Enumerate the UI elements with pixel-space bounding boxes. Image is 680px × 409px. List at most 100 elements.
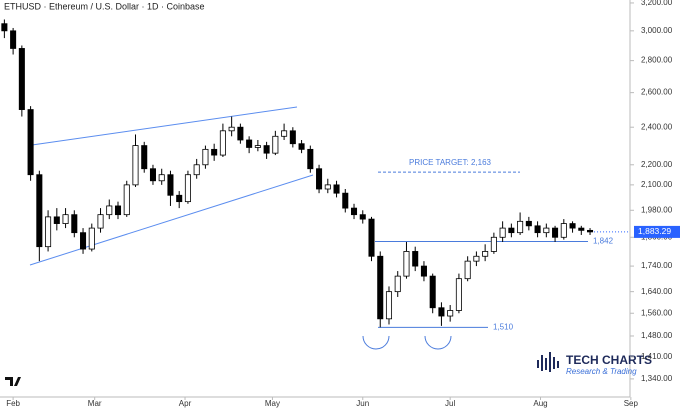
candle-body [403,251,410,277]
candle-body [167,174,174,196]
candle-body [176,194,183,203]
candle-body [184,174,191,203]
candle-body [298,143,305,150]
chart-title: ETHUSD · Ethereum / U.S. Dollar · 1D · C… [4,1,205,11]
candle-body [350,207,358,216]
candle-body [80,232,87,250]
logo-icon [537,352,559,372]
candle-body [106,205,113,216]
candle-body [1,23,8,32]
y-tick-label: 1,410.00 [641,352,673,361]
x-tick-label: May [265,399,280,408]
candle-body [272,135,279,154]
candle-body [219,130,226,156]
logo-subtitle: Research & Trading [566,367,637,376]
candle-body [420,265,427,277]
candle-body [464,260,471,280]
candle-body [228,126,235,132]
wedge-upper [31,106,298,146]
x-tick-label: Apr [179,399,192,408]
y-tick-label: 1,740.00 [641,261,673,270]
candle-body [455,278,462,311]
wedge-lower [29,174,314,266]
candle-body [71,214,78,234]
candle-body [237,126,244,141]
candle-body [578,227,585,231]
candle-body [359,214,366,220]
y-tick-label: 2,200.00 [641,160,673,169]
candles [1,19,594,328]
y-tick-label: 1,560.00 [641,308,673,317]
level-label: 1,510 [493,322,514,331]
candle-body [587,229,594,233]
y-tick-label: 1,340.00 [641,374,673,383]
last-price-box [634,225,680,238]
candle-body [473,255,480,262]
x-tick-label: Sep [624,399,639,408]
candle-body [193,164,200,176]
candle-body [36,174,43,248]
candle-body [429,275,436,309]
candle-body [525,220,532,227]
candle-body [368,218,375,257]
candle-body [377,255,384,320]
tv-icon [5,377,21,386]
candle-body [149,168,156,182]
candle-body [385,291,393,320]
candle-body [18,48,25,110]
candle-body [517,220,524,234]
candle-body [333,184,340,194]
candle-body [123,184,130,216]
bottom-arc [424,335,452,350]
level-label: 1,842 [593,237,614,246]
candle-body [53,216,60,224]
y-tick-label: 2,100.00 [641,180,673,189]
candle-body [132,145,139,186]
x-tick-label: Aug [533,399,547,408]
candle-body [289,130,296,145]
candle-body [508,227,515,234]
candle-body [158,174,165,182]
candle-body [569,223,576,229]
candle-body [482,251,489,257]
candle-body [281,130,288,137]
candle-body [246,139,253,148]
candle-body [211,148,218,156]
candle-body [263,145,270,154]
candle-body [307,148,314,170]
candle-body [394,275,401,293]
bottom-arc [362,335,390,350]
y-tick-label: 2,600.00 [641,88,673,97]
candle-body [543,227,550,234]
candle-body [552,227,559,238]
last-price-label: 1,883.29 [638,226,671,236]
y-tick-label: 2,800.00 [641,56,673,65]
candle-body [10,30,17,49]
candle-body [62,214,69,224]
candle-body [45,216,52,248]
candle-body [97,214,104,229]
candle-body [254,145,261,148]
candle-body [438,307,445,317]
y-tick-label: 3,000.00 [641,26,673,35]
candle-body [447,310,454,317]
x-tick-label: Jul [445,399,455,408]
candle-body [324,184,331,190]
candle-body [490,236,497,252]
y-tick-label: 2,400.00 [641,122,673,131]
candle-body [499,227,506,238]
x-tick-label: Jun [356,399,369,408]
level-label: PRICE TARGET: 2,163 [409,158,492,167]
candle-body [27,109,34,176]
candle-body [342,192,349,209]
y-tick-label: 1,980.00 [641,205,673,214]
bottoms [362,335,452,350]
candle-body [534,225,541,234]
tv-logo [5,377,21,386]
x-tick-label: Feb [6,399,20,408]
candle-body [412,251,419,267]
y-tick-label: 1,640.00 [641,287,673,296]
candle-body [316,168,323,190]
